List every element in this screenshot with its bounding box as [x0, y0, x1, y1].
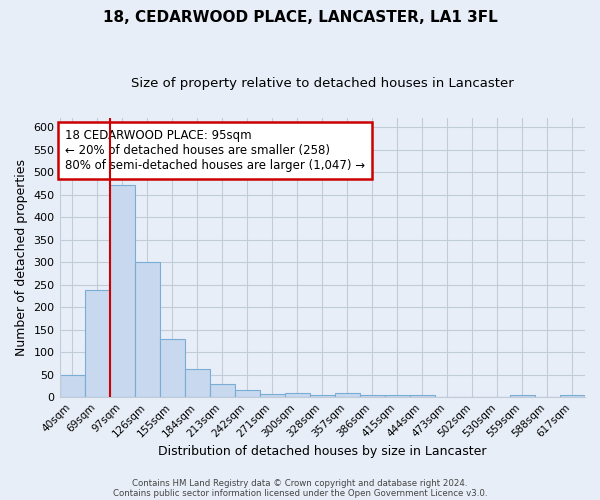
Bar [134, 262, 160, 397]
Y-axis label: Number of detached properties: Number of detached properties [15, 159, 28, 356]
Bar [410, 395, 435, 397]
Bar [235, 390, 260, 397]
Text: 18, CEDARWOOD PLACE, LANCASTER, LA1 3FL: 18, CEDARWOOD PLACE, LANCASTER, LA1 3FL [103, 10, 497, 25]
Bar [160, 338, 185, 397]
Bar [209, 384, 235, 397]
Text: 18 CEDARWOOD PLACE: 95sqm
← 20% of detached houses are smaller (258)
80% of semi: 18 CEDARWOOD PLACE: 95sqm ← 20% of detac… [65, 129, 365, 172]
X-axis label: Distribution of detached houses by size in Lancaster: Distribution of detached houses by size … [158, 444, 487, 458]
Bar [110, 184, 134, 397]
Bar [560, 395, 585, 397]
Text: Contains public sector information licensed under the Open Government Licence v3: Contains public sector information licen… [113, 488, 487, 498]
Bar [85, 290, 110, 397]
Bar [510, 395, 535, 397]
Bar [310, 395, 335, 397]
Bar [59, 374, 85, 397]
Title: Size of property relative to detached houses in Lancaster: Size of property relative to detached ho… [131, 78, 514, 90]
Bar [260, 394, 285, 397]
Text: Contains HM Land Registry data © Crown copyright and database right 2024.: Contains HM Land Registry data © Crown c… [132, 478, 468, 488]
Bar [360, 395, 385, 397]
Bar [185, 369, 209, 397]
Bar [285, 393, 310, 397]
Bar [385, 396, 410, 397]
Bar [335, 393, 360, 397]
